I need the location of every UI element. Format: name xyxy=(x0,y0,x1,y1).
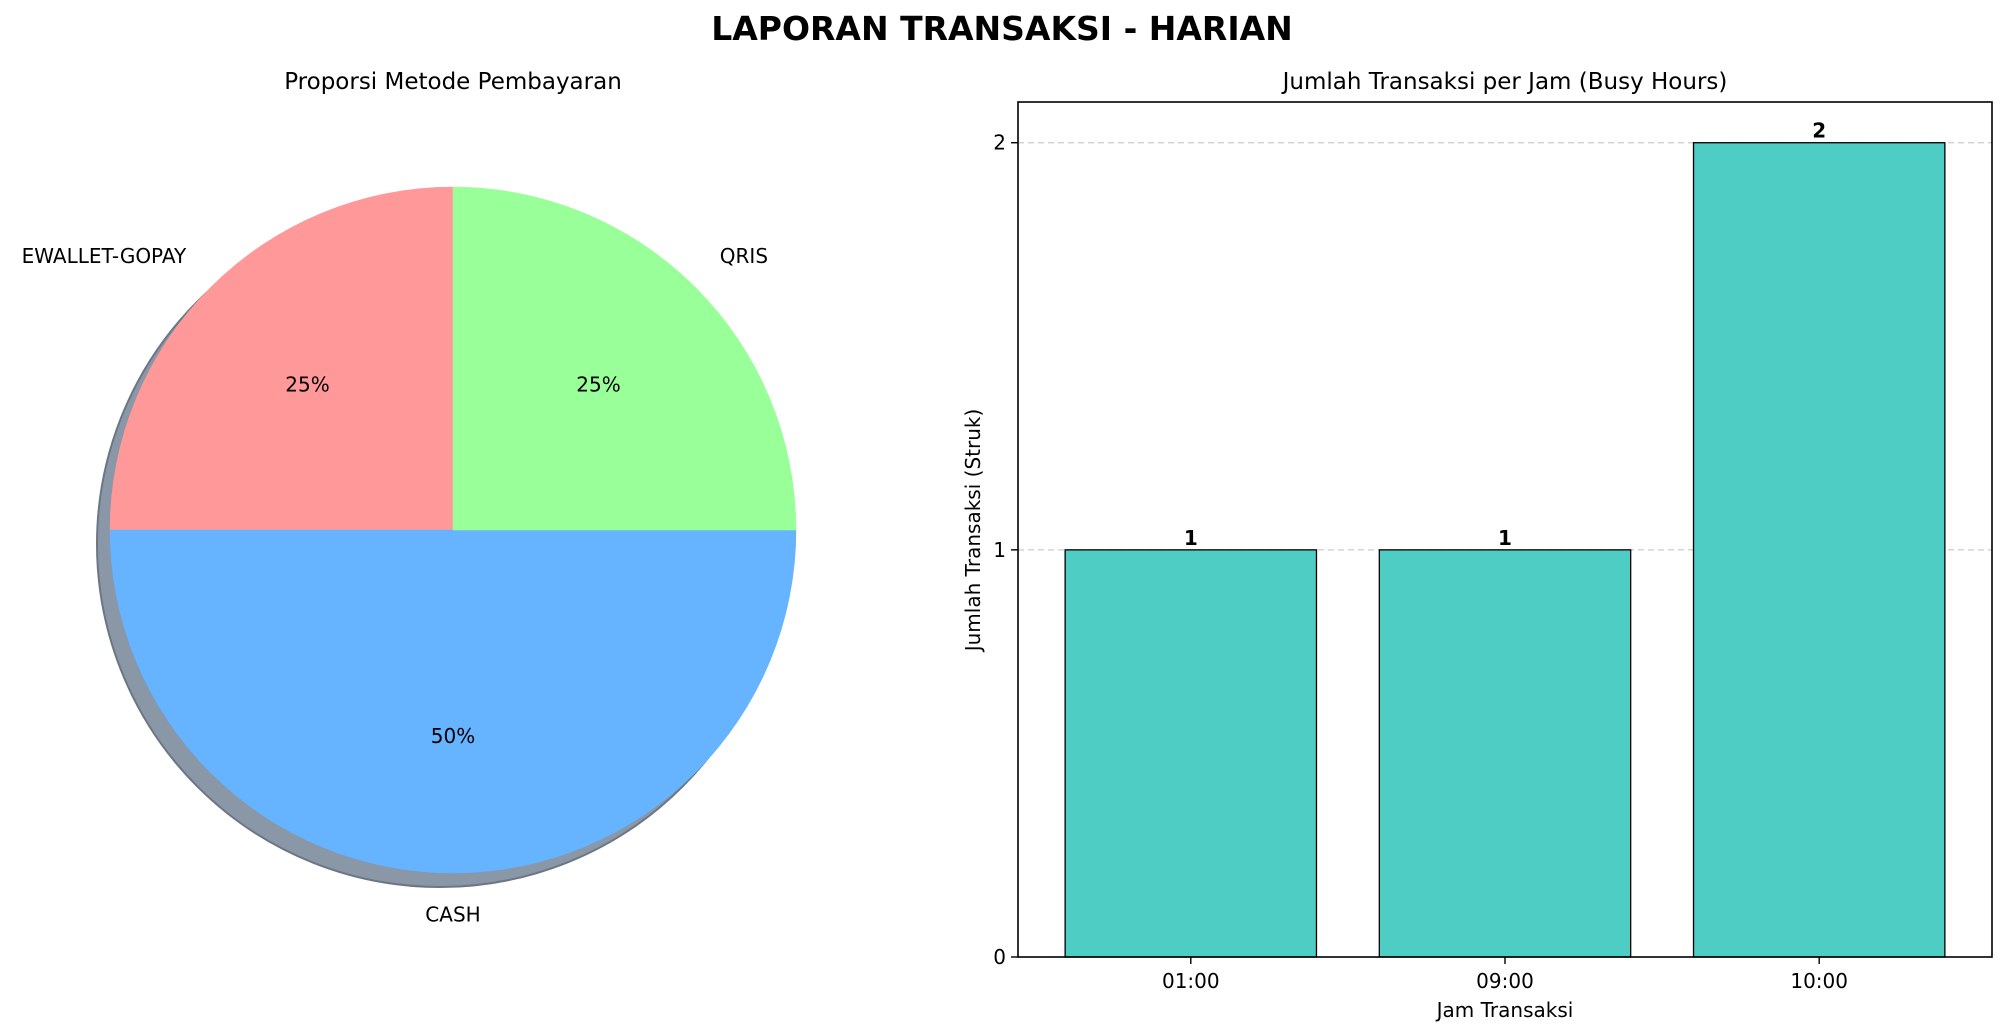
pie-pct-cash: 50% xyxy=(431,724,475,748)
pie-title: Proporsi Metode Pembayaran xyxy=(284,69,622,95)
pie-label-qris: QRIS xyxy=(720,244,768,268)
pie-label-ewallet-gopay: EWALLET-GOPAY xyxy=(22,244,187,268)
pie-pct-ewallet-gopay: 25% xyxy=(285,373,329,397)
bar-y-tick-label: 1 xyxy=(993,538,1006,562)
pie-labels: EWALLET-GOPAY 25% CASH 50% QRIS 25% xyxy=(22,244,768,926)
pie-slice-ewallet-gopay xyxy=(109,186,454,531)
pie-slices xyxy=(109,186,797,874)
bar-value-label: 2 xyxy=(1812,119,1826,143)
bar-x-tick-label: 01:00 xyxy=(1162,969,1220,993)
bar-bars: 1 1 2 xyxy=(1064,119,1946,958)
pie-chart: Proporsi Metode Pembayaran EWALLET-GOPAY… xyxy=(22,69,797,926)
bar-y-tick-label: 0 xyxy=(993,945,1006,969)
bar-0100 xyxy=(1064,549,1318,958)
bar-0900 xyxy=(1378,549,1632,958)
bar-y-ticks: 0 1 2 xyxy=(993,131,1018,969)
figure-title: LAPORAN TRANSAKSI - HARIAN xyxy=(711,9,1293,48)
bar-x-tick-label: 09:00 xyxy=(1476,969,1534,993)
bar-x-tick-label: 10:00 xyxy=(1790,969,1848,993)
pie-label-cash: CASH xyxy=(425,902,480,926)
bar-1000 xyxy=(1692,142,1946,958)
pie-pct-qris: 25% xyxy=(576,373,620,397)
bar-y-tick-label: 2 xyxy=(993,131,1006,155)
bar-title: Jumlah Transaksi per Jam (Busy Hours) xyxy=(1281,69,1728,95)
pie-slice-cash xyxy=(109,529,797,874)
pie-slice-qris xyxy=(452,186,797,531)
bar-x-ticks: 01:00 09:00 10:00 xyxy=(1162,957,1848,993)
bar-value-label: 1 xyxy=(1184,526,1198,550)
bar-x-axis-label: Jam Transaksi xyxy=(1435,998,1574,1022)
bar-y-axis-label: Jumlah Transaksi (Struk) xyxy=(961,409,985,654)
bar-value-label: 1 xyxy=(1498,526,1512,550)
